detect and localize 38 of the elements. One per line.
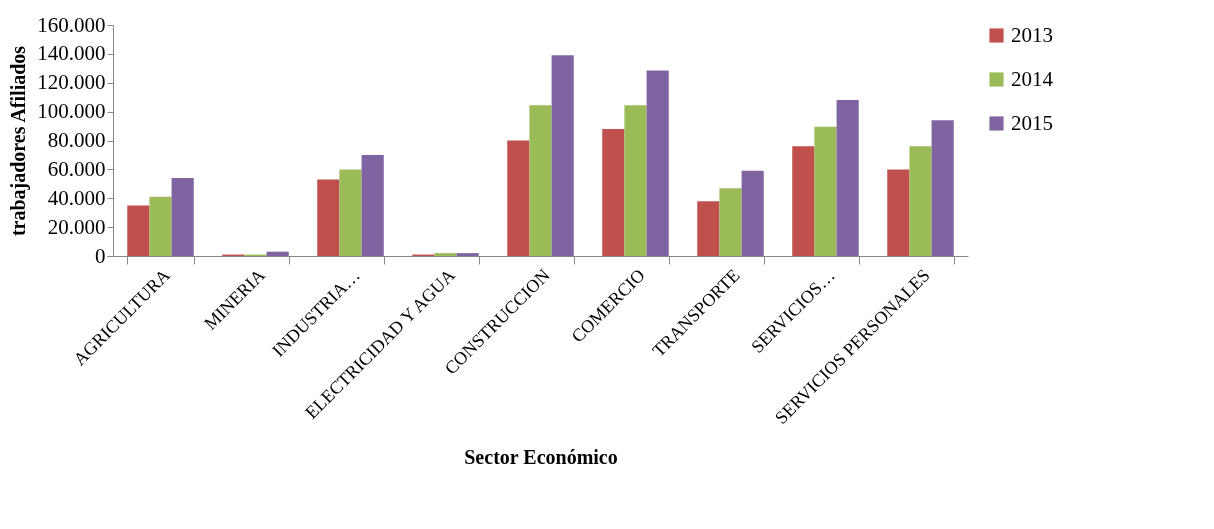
legend-label: 2013 [1011,22,1053,47]
bar [887,169,910,256]
y-tick-label: 100.000 [37,99,106,124]
bar [741,170,764,256]
bar [529,105,552,256]
bar [127,205,150,256]
y-tick-label: 60.000 [47,156,106,181]
bar [814,126,837,256]
bar [792,146,815,256]
bar [507,140,530,256]
bar [551,55,574,256]
bar [361,154,384,256]
bar [149,196,172,256]
bar [931,120,954,256]
y-tick-label: 80.000 [47,128,106,152]
bar [171,178,194,256]
bar [719,188,742,256]
y-tick-label: 20.000 [47,214,106,239]
bar [602,128,625,256]
bar [317,179,340,256]
x-axis-title: Sector Económico [464,445,618,468]
bar [434,253,457,256]
y-tick-label: 120.000 [37,70,106,95]
bar [266,251,289,256]
y-tick-label: 40.000 [47,185,106,210]
bar [909,146,932,256]
y-tick-label: 160.000 [37,12,106,37]
bar [339,169,362,256]
bar [646,70,669,256]
y-axis-title: trabajadores Afiliados [7,45,31,237]
y-tick-label: 0 [95,243,106,268]
bar [836,100,859,256]
y-tick-label: 140.000 [37,41,106,66]
bar [624,105,647,256]
legend-label: 2015 [1011,110,1053,135]
bar [697,201,720,256]
legend-label: 2014 [1011,66,1054,91]
bar [456,253,479,256]
